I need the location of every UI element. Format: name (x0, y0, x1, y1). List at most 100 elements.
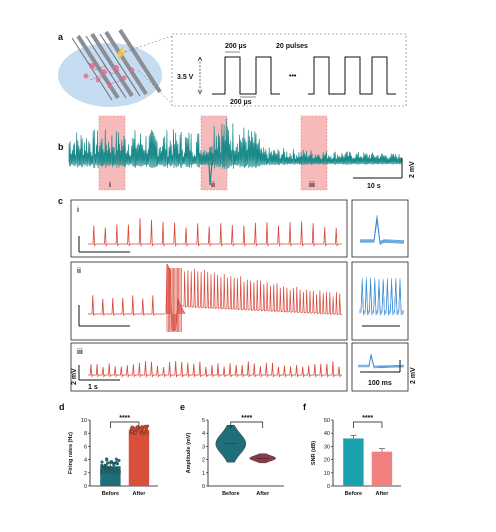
y-tick-label: 2 (84, 471, 87, 477)
y-tick-label: 3 (202, 444, 205, 450)
region-label-i: i (109, 182, 111, 189)
region-label-iii: iii (309, 182, 315, 189)
row-ii-zoom-frame (351, 261, 409, 341)
voltage-label: 3.5 V (177, 74, 194, 81)
pulse-width-top: 200 µs (225, 43, 247, 50)
data-point (106, 461, 110, 465)
scale-time-short: 100 ms (368, 380, 392, 387)
x-tick-label: Before (345, 491, 362, 497)
data-point (133, 431, 137, 435)
chart-amplitude: 0 1 2 3 4 5 Amplitude (mV) Before After **** (186, 415, 284, 497)
data-point (142, 429, 146, 433)
data-point (143, 425, 147, 430)
row-i-trace (88, 218, 342, 247)
panel-label-f: f (303, 402, 307, 412)
row-ii-burst (165, 263, 186, 331)
panel-label-a: a (58, 32, 64, 42)
zoom-iii-waveform (358, 354, 405, 368)
row-iii-zoom-frame (351, 342, 409, 392)
data-point (102, 469, 106, 473)
y-tick-label: 30 (324, 444, 330, 450)
data-point (112, 471, 116, 475)
region-label-ii: ii (211, 182, 215, 189)
significance-stars: **** (362, 415, 373, 422)
ellipsis: ••• (289, 73, 297, 80)
data-point (140, 425, 144, 429)
row-ii-zoom-trace (359, 276, 405, 316)
y-tick-label: 10 (81, 418, 87, 424)
scale-time-b: 10 s (367, 183, 381, 190)
data-point (108, 465, 112, 469)
scale-voltage-b: 2 mV (409, 161, 416, 178)
significance-bracket (353, 421, 383, 428)
x-tick-label: After (256, 491, 270, 497)
zoom-i-waveform (360, 216, 405, 243)
zoom-i-waveform (360, 214, 405, 242)
x-tick-label: After (376, 491, 390, 497)
zoom-i-waveform (360, 220, 405, 245)
scale-voltage-zoom: 2 mV (410, 367, 417, 384)
y-tick-label: 50 (324, 418, 330, 424)
row-ii-scalebar (78, 305, 130, 327)
bar (343, 438, 364, 486)
row-iii-spikes (88, 360, 342, 378)
data-point (117, 470, 121, 474)
data-point (100, 460, 104, 464)
data-point (140, 432, 144, 436)
row-iii-scalebar (78, 365, 120, 381)
row-i-zoom-frame (351, 199, 409, 258)
data-point (117, 458, 121, 463)
y-tick-label: 0 (202, 484, 205, 490)
y-axis-label: SNR (dB) (311, 441, 317, 465)
row-iii-zoom-trace (358, 353, 405, 369)
zoom-iii-waveform (358, 355, 405, 369)
pulse-count: 20 pulses (276, 43, 308, 50)
row-label-i: i (77, 207, 79, 214)
stimulus-artifact (208, 162, 213, 186)
data-point (115, 461, 119, 465)
pulse-schematic-box (171, 33, 407, 107)
y-tick-label: 1 (202, 471, 205, 477)
data-point (109, 467, 114, 471)
significance-bracket (110, 421, 140, 428)
data-point (109, 460, 114, 464)
row-iii-frame (70, 342, 348, 392)
data-point (131, 427, 136, 431)
data-point (117, 467, 121, 471)
scale-voltage-c: 2 mV (71, 368, 78, 385)
pulse-train (212, 56, 396, 95)
row-ii-pre-spikes (88, 295, 165, 316)
panel-label-b: b (58, 142, 64, 152)
panel-label-c: c (58, 196, 63, 206)
x-tick-label: After (133, 491, 147, 497)
row-i-zoom-trace (360, 214, 405, 245)
row-iii-zoom-scalebar (360, 360, 401, 373)
y-axis-label: Firing rates (Hz) (68, 432, 74, 474)
y-tick-label: 4 (202, 431, 205, 437)
row-ii-trace (88, 263, 343, 332)
significance-bracket (230, 421, 264, 428)
data-point (104, 464, 108, 468)
row-ii-frame (70, 261, 348, 341)
continuous-recording-trace (68, 118, 403, 186)
data-point (113, 468, 117, 472)
data-point (105, 458, 109, 462)
y-tick-label: 0 (84, 484, 87, 490)
probe-illustration (58, 28, 162, 107)
data-point (100, 463, 104, 467)
panel-label-e: e (180, 402, 185, 412)
data-point (99, 471, 104, 475)
y-tick-label: 0 (327, 484, 330, 490)
zoom-iii-waveform (358, 353, 405, 367)
y-tick-label: 2 (202, 458, 205, 464)
y-axis-label: Amplitude (mV) (186, 433, 192, 474)
scalebar-b (353, 158, 403, 179)
row-i-frame (70, 199, 348, 258)
y-tick-label: 8 (84, 431, 87, 437)
data-point (112, 463, 116, 467)
row-label-iii: iii (77, 349, 83, 356)
chart-firing-rates: 0 2 4 6 8 10 Firing rates (Hz) Before After **** (68, 415, 158, 497)
row-iii-trace (88, 360, 342, 378)
y-tick-label: 6 (84, 444, 87, 450)
